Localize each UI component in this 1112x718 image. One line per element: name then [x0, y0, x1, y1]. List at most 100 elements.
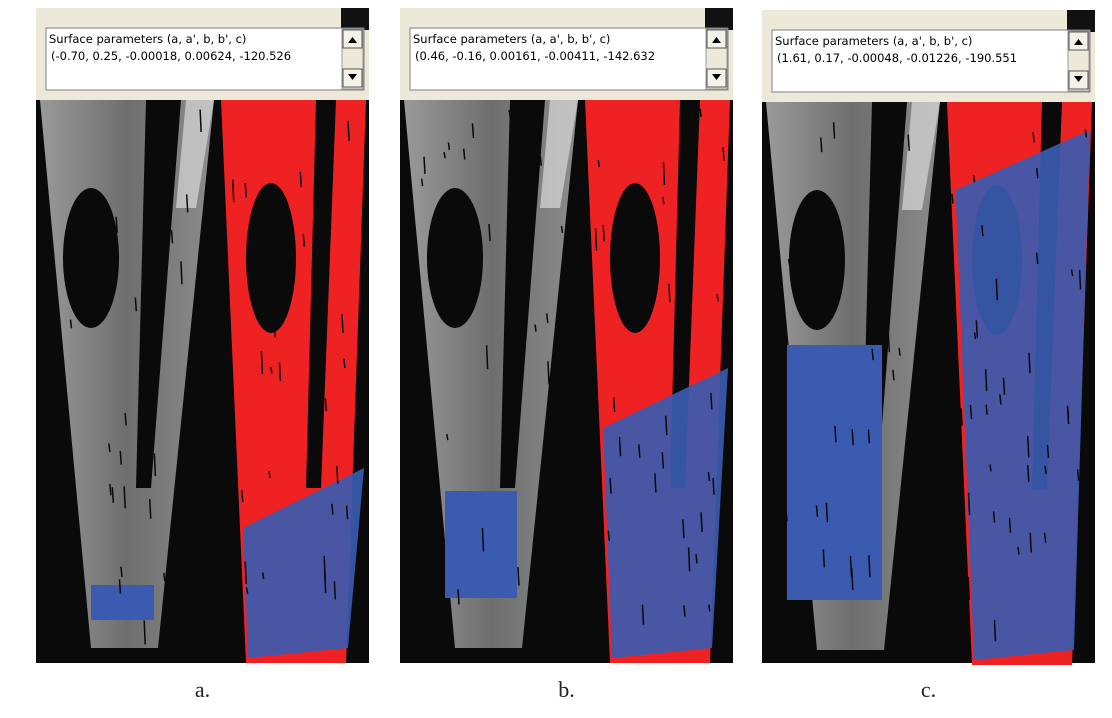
streak	[778, 558, 781, 577]
screenshot-panel: Surface parameters (a, a', b, b', c) (0.4…	[400, 8, 733, 663]
streak	[1036, 167, 1039, 179]
streak	[694, 135, 697, 154]
streak	[471, 123, 475, 138]
streak	[916, 542, 920, 567]
blue-region	[445, 491, 517, 598]
streak	[331, 136, 335, 150]
arrow-up	[712, 37, 721, 43]
streak	[1078, 270, 1082, 290]
streak	[1002, 377, 1006, 395]
streak	[488, 223, 491, 242]
streak	[260, 351, 264, 374]
streak	[635, 188, 639, 197]
window-corner	[341, 8, 369, 30]
streak	[695, 554, 698, 564]
streak	[69, 319, 73, 329]
window-corner	[1067, 10, 1095, 32]
streak	[234, 484, 238, 507]
streak	[485, 345, 489, 370]
streak	[333, 581, 337, 600]
streak	[457, 589, 460, 605]
streak	[323, 555, 326, 580]
streak	[324, 398, 328, 411]
streak	[149, 311, 152, 332]
streak	[143, 620, 146, 645]
streak	[1084, 129, 1088, 138]
panel-caption: c.	[921, 677, 936, 702]
streak	[992, 511, 996, 523]
streak	[545, 313, 549, 323]
streak	[599, 599, 603, 610]
parameter-header: Surface parameters (a, a', b, b', c)	[413, 32, 610, 46]
streak	[685, 168, 689, 180]
streak	[851, 568, 854, 591]
streak	[447, 142, 451, 151]
red-hole	[246, 183, 296, 333]
streak	[232, 179, 235, 203]
streak	[517, 566, 520, 586]
streak	[148, 499, 152, 519]
streak	[684, 248, 687, 268]
streak	[834, 425, 837, 443]
streak	[443, 152, 446, 159]
streak	[570, 472, 573, 486]
streak	[995, 278, 999, 301]
streak	[149, 187, 153, 199]
streak	[273, 327, 277, 338]
streak	[868, 555, 871, 578]
streak	[609, 477, 612, 494]
streak	[664, 415, 668, 436]
streak	[833, 235, 837, 250]
streak	[124, 413, 127, 426]
streak	[597, 160, 600, 168]
streak	[207, 370, 211, 390]
streak	[602, 224, 605, 242]
streak	[1066, 406, 1070, 425]
gray-gap	[136, 100, 181, 488]
streak	[347, 121, 350, 141]
streak	[244, 182, 247, 198]
streak	[556, 528, 560, 548]
streak	[302, 233, 306, 247]
streak	[972, 175, 976, 183]
streak	[585, 181, 588, 194]
streak	[508, 110, 511, 117]
streak	[560, 225, 564, 234]
streak	[170, 230, 174, 244]
streak	[892, 369, 895, 381]
streak	[341, 314, 344, 334]
streak	[111, 487, 115, 503]
streak	[567, 535, 570, 550]
streak	[68, 509, 72, 531]
streak	[548, 561, 552, 578]
panel-caption: a.	[195, 677, 210, 702]
gray-gap	[500, 100, 545, 488]
streak	[712, 477, 715, 495]
streak	[967, 492, 971, 515]
streak	[692, 197, 695, 208]
streak	[61, 508, 65, 527]
red-gap	[670, 100, 700, 488]
gray-highlight	[540, 100, 578, 208]
streak	[534, 324, 537, 332]
streak	[108, 443, 111, 453]
streak	[547, 361, 550, 385]
streak	[787, 258, 791, 266]
streak	[1008, 517, 1012, 533]
streak	[45, 586, 48, 599]
streak	[268, 470, 271, 479]
arrow-up	[1074, 39, 1083, 45]
blue-region	[955, 130, 1090, 660]
streak	[871, 348, 874, 361]
streak	[449, 280, 453, 300]
streak	[185, 194, 189, 213]
streak	[442, 584, 445, 605]
streak	[662, 196, 665, 205]
streak	[565, 403, 568, 423]
streak	[953, 612, 957, 625]
streak	[683, 605, 686, 617]
streak	[580, 309, 584, 325]
streak	[63, 250, 67, 267]
streak	[343, 358, 346, 369]
